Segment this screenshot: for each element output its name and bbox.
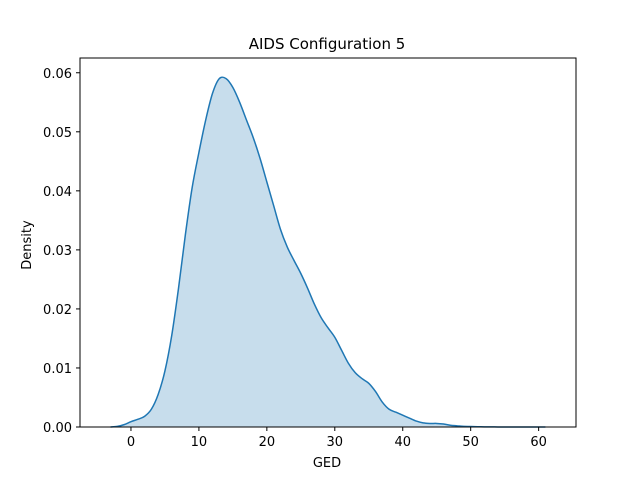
- x-axis-label: GED: [313, 456, 341, 471]
- density-area: [110, 77, 546, 427]
- y-tick-label: 0.06: [43, 67, 72, 82]
- x-tick-label: 20: [259, 435, 276, 450]
- y-tick-label: 0.01: [43, 362, 72, 377]
- y-tick-label: 0.02: [43, 303, 72, 318]
- x-axis: 0 10 20 30 40 50 60: [127, 427, 547, 450]
- x-tick-label: 40: [394, 435, 411, 450]
- y-tick-label: 0.00: [43, 421, 72, 436]
- x-tick-label: 0: [127, 435, 135, 450]
- x-tick-label: 10: [191, 435, 208, 450]
- y-axis: 0.00 0.01 0.02 0.03 0.04 0.05 0.06: [43, 67, 80, 436]
- x-tick-label: 50: [462, 435, 479, 450]
- y-tick-label: 0.05: [43, 126, 72, 141]
- chart-title: AIDS Configuration 5: [249, 35, 406, 53]
- y-tick-label: 0.04: [43, 185, 72, 200]
- axes-frame: [79, 57, 577, 428]
- y-tick-label: 0.03: [43, 244, 72, 259]
- y-axis-label: Density: [20, 220, 35, 270]
- x-tick-label: 30: [327, 435, 344, 450]
- x-tick-label: 60: [530, 435, 547, 450]
- plot-area: [79, 57, 577, 428]
